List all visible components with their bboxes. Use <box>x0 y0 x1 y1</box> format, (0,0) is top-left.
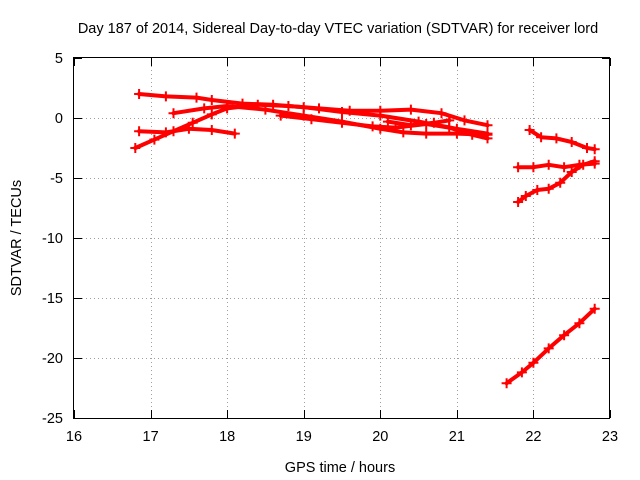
data-point <box>344 105 355 116</box>
data-point <box>482 120 493 131</box>
y-tick-label: -5 <box>50 171 63 187</box>
data-point <box>551 133 562 144</box>
data-point <box>275 110 286 121</box>
data-point <box>516 367 527 378</box>
data-series <box>130 89 600 389</box>
x-tick-label: 21 <box>449 429 465 445</box>
data-point <box>532 185 543 195</box>
x-axis-label: GPS time / hours <box>285 460 395 476</box>
data-point <box>513 162 524 173</box>
data-point <box>543 183 554 194</box>
data-point <box>206 109 217 120</box>
data-point <box>555 177 566 188</box>
data-point <box>405 104 416 115</box>
x-tick-label: 17 <box>143 429 159 445</box>
y-tick-label: -20 <box>42 351 63 367</box>
data-point <box>382 116 393 127</box>
data-point <box>589 303 600 314</box>
data-point <box>160 127 171 138</box>
data-point <box>566 167 577 177</box>
data-point <box>134 126 145 137</box>
data-point <box>405 120 416 131</box>
chart-title: Day 187 of 2014, Sidereal Day-to-day VTE… <box>78 21 598 37</box>
y-tick-label: 5 <box>55 51 63 67</box>
x-tick-label: 16 <box>66 429 82 445</box>
data-point <box>520 191 531 201</box>
x-tick-label: 18 <box>219 429 235 445</box>
data-point <box>206 125 217 135</box>
data-point <box>513 197 524 207</box>
data-point <box>459 115 470 126</box>
data-point <box>566 137 577 147</box>
x-tick-label: 22 <box>525 429 541 445</box>
data-point <box>260 104 271 115</box>
data-point <box>444 115 455 126</box>
data-point <box>528 357 539 368</box>
data-point <box>183 123 194 134</box>
x-tick-label: 23 <box>602 429 618 445</box>
data-point <box>543 159 554 170</box>
x-tick-label: 20 <box>372 429 388 445</box>
data-point <box>482 133 493 144</box>
data-point <box>168 108 179 119</box>
y-tick-label: -10 <box>42 231 63 247</box>
data-point <box>589 144 600 155</box>
data-point <box>187 117 198 128</box>
data-point <box>160 91 171 102</box>
data-point <box>191 92 202 103</box>
data-point <box>467 129 478 140</box>
data-point <box>229 128 240 139</box>
y-tick-label: 0 <box>55 111 63 127</box>
data-point <box>578 159 589 170</box>
x-tick-labels: 16 17 18 19 20 21 22 23 <box>66 429 618 445</box>
data-point <box>543 343 554 354</box>
data-point <box>337 117 347 128</box>
y-tick-label: -15 <box>42 291 63 307</box>
data-point <box>436 108 447 119</box>
data-point <box>574 318 585 329</box>
data-point <box>134 89 145 99</box>
data-point <box>421 128 432 139</box>
data-point <box>314 103 324 114</box>
y-tick-labels: 5 0 -5 -10 -15 -20 -25 <box>42 51 63 427</box>
data-point <box>589 156 600 167</box>
data-point <box>367 121 378 132</box>
series-arc-6 <box>385 118 452 128</box>
data-point <box>283 101 294 111</box>
x-tick-label: 19 <box>296 429 312 445</box>
axis-ticks <box>74 58 611 419</box>
data-point <box>375 105 386 116</box>
data-point <box>428 117 439 128</box>
y-axis-label: SDTVAR / TECUs <box>9 180 25 296</box>
data-point <box>130 143 141 153</box>
data-point <box>559 330 570 341</box>
data-point <box>524 125 535 135</box>
data-point <box>398 127 409 138</box>
data-point <box>582 143 592 153</box>
y-tick-label: -25 <box>42 411 63 427</box>
data-point <box>222 101 233 111</box>
data-point <box>536 132 547 143</box>
data-point <box>149 134 160 145</box>
data-point <box>306 114 317 125</box>
data-point <box>501 378 512 389</box>
data-point <box>206 95 217 105</box>
data-point <box>528 162 539 173</box>
data-point <box>559 162 570 173</box>
data-point <box>199 103 210 114</box>
